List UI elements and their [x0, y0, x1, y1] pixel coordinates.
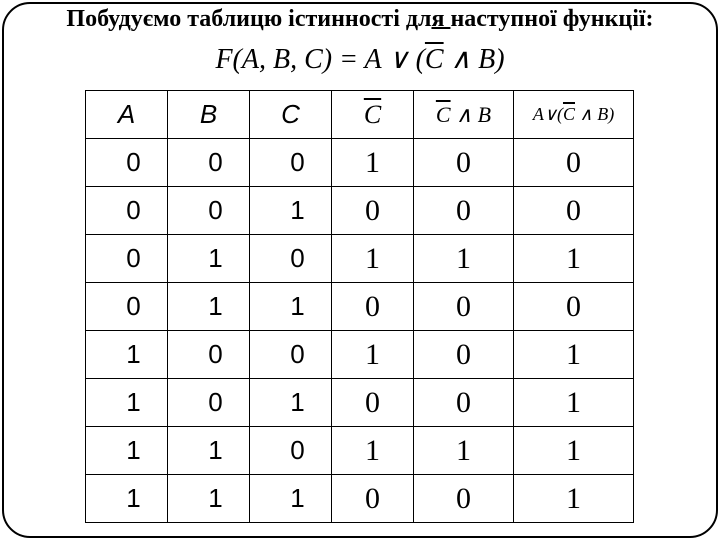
cell-a: 1	[86, 427, 168, 475]
formula: F(A, B, C) = A ∨ (C ∧ B)	[0, 42, 720, 76]
formula-a: A	[364, 44, 381, 75]
header-ncb-b: B	[478, 102, 491, 127]
table-row: 0 1 1 0 0 0	[86, 283, 634, 331]
table-row: 0 0 0 1 0 0	[86, 139, 634, 187]
header-b: B	[168, 91, 250, 139]
cell-ncb: 0	[414, 331, 514, 379]
cell-b: 0	[168, 331, 250, 379]
header-row: A B C C C ∧ B A∨(C ∧ B)	[86, 91, 634, 139]
cell-nc: 0	[332, 379, 414, 427]
heading-prefix: Побудуємо таблицю істинності дл	[66, 6, 431, 32]
header-f-b: B	[597, 104, 608, 124]
cell-nc: 1	[332, 331, 414, 379]
table-row: 1 1 1 0 0 1	[86, 475, 634, 523]
formula-or: ∨ (	[381, 44, 425, 75]
cell-a: 1	[86, 331, 168, 379]
cell-c: 1	[250, 379, 332, 427]
cell-b: 1	[168, 283, 250, 331]
cell-nc: 0	[332, 187, 414, 235]
cell-nc: 1	[332, 139, 414, 187]
header-ncb-and: ∧	[451, 102, 478, 127]
heading-suffix: наступної функції:	[450, 6, 653, 32]
header-f: A∨(C ∧ B)	[514, 91, 634, 139]
table-row: 1 1 0 1 1 1	[86, 427, 634, 475]
cell-b: 1	[168, 427, 250, 475]
cell-c: 0	[250, 427, 332, 475]
formula-b: B	[478, 44, 495, 75]
cell-b: 0	[168, 139, 250, 187]
table-row: 1 0 1 0 0 1	[86, 379, 634, 427]
cell-c: 0	[250, 235, 332, 283]
cell-a: 0	[86, 139, 168, 187]
table-row: 1 0 0 1 0 1	[86, 331, 634, 379]
cell-nc: 0	[332, 283, 414, 331]
heading-underlined: я	[431, 6, 450, 32]
table-body: 0 0 0 1 0 0 0 0 1 0 0 0 0 1 0 1 1 1 0 1 …	[86, 139, 634, 523]
header-not-c-text: C	[364, 100, 381, 129]
cell-a: 0	[86, 235, 168, 283]
cell-c: 0	[250, 331, 332, 379]
formula-close: )	[495, 44, 504, 75]
cell-ncb: 1	[414, 427, 514, 475]
cell-nc: 1	[332, 235, 414, 283]
cell-a: 1	[86, 475, 168, 523]
cell-c: 1	[250, 475, 332, 523]
cell-f: 0	[514, 139, 634, 187]
header-ncb-nc: C	[436, 102, 451, 127]
truth-table: A B C C C ∧ B A∨(C ∧ B) 0 0 0 1 0 0 0 0 …	[85, 90, 634, 523]
cell-ncb: 0	[414, 187, 514, 235]
formula-nc: C	[425, 44, 444, 75]
table-row: 0 1 0 1 1 1	[86, 235, 634, 283]
header-f-and: ∧	[575, 104, 597, 124]
cell-f: 0	[514, 283, 634, 331]
header-f-close: )	[608, 104, 614, 124]
cell-ncb: 0	[414, 139, 514, 187]
header-a: A	[86, 91, 168, 139]
heading: Побудуємо таблицю істинності для наступн…	[0, 6, 720, 33]
header-f-or: ∨(	[544, 104, 563, 124]
cell-f: 1	[514, 235, 634, 283]
cell-a: 0	[86, 283, 168, 331]
formula-and: ∧	[444, 44, 479, 75]
cell-c: 1	[250, 283, 332, 331]
header-notc-and-b: C ∧ B	[414, 91, 514, 139]
header-c: C	[250, 91, 332, 139]
formula-eq: =	[332, 44, 364, 75]
cell-ncb: 0	[414, 379, 514, 427]
formula-lhs: F(A, B, C)	[215, 44, 332, 75]
table-row: 0 0 1 0 0 0	[86, 187, 634, 235]
cell-b: 1	[168, 235, 250, 283]
header-not-c: C	[332, 91, 414, 139]
header-f-nc: C	[563, 104, 575, 124]
cell-nc: 0	[332, 475, 414, 523]
cell-f: 0	[514, 187, 634, 235]
cell-a: 1	[86, 379, 168, 427]
header-f-a: A	[533, 104, 544, 124]
cell-c: 0	[250, 139, 332, 187]
cell-f: 1	[514, 427, 634, 475]
cell-ncb: 0	[414, 475, 514, 523]
cell-f: 1	[514, 475, 634, 523]
cell-b: 0	[168, 187, 250, 235]
cell-b: 1	[168, 475, 250, 523]
cell-c: 1	[250, 187, 332, 235]
cell-ncb: 0	[414, 283, 514, 331]
cell-nc: 1	[332, 427, 414, 475]
cell-a: 0	[86, 187, 168, 235]
cell-f: 1	[514, 379, 634, 427]
cell-ncb: 1	[414, 235, 514, 283]
cell-f: 1	[514, 331, 634, 379]
cell-b: 0	[168, 379, 250, 427]
